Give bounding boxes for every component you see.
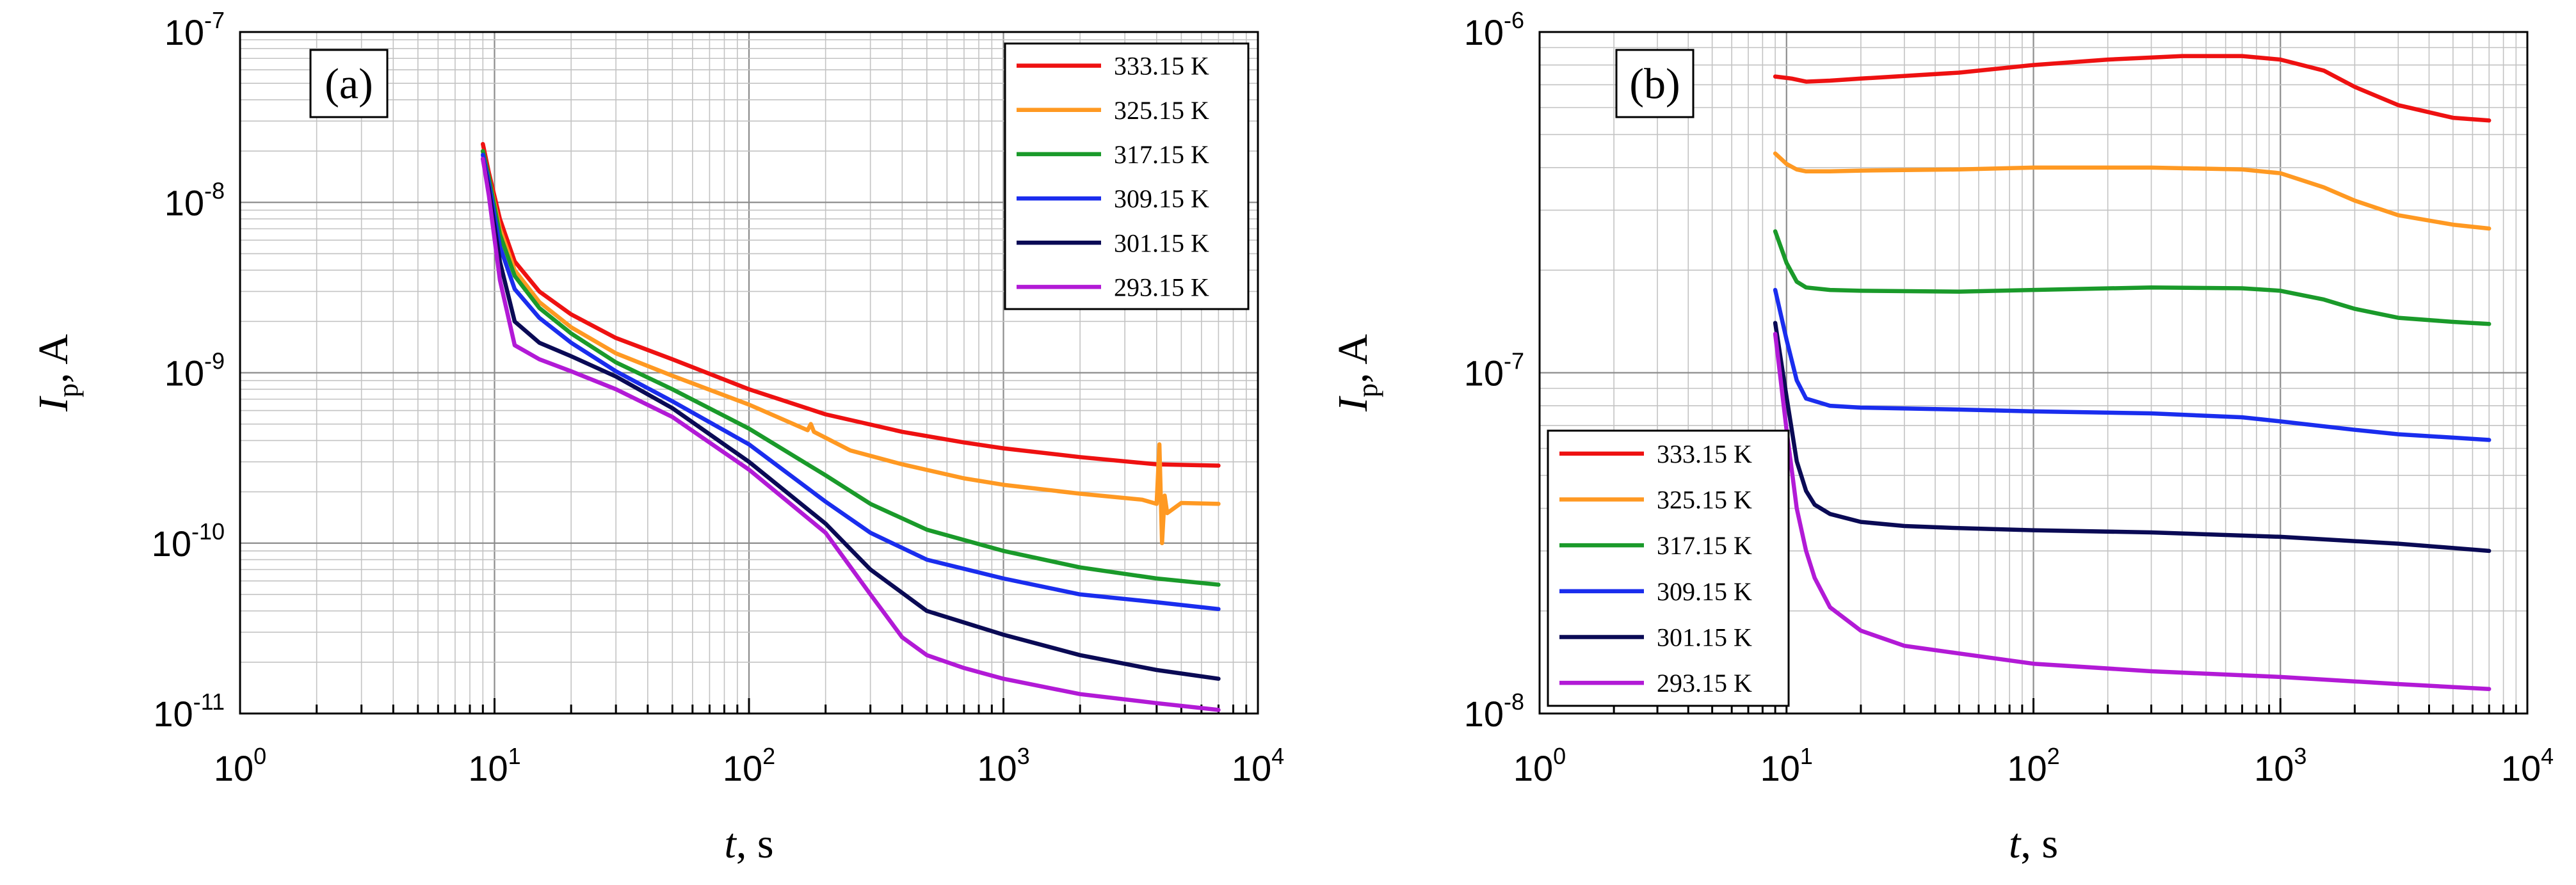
x-tick-label: 100 — [214, 743, 266, 788]
x-tick-label: 104 — [1232, 743, 1284, 788]
y-tick-label: 10-7 — [1464, 348, 1524, 394]
legend-label: 325.15 K — [1657, 486, 1752, 514]
series-line-301-15-k — [481, 157, 1221, 681]
panel-a-legend: 333.15 K 325.15 K 317.15 K 309.15 K 301.15 K… — [1004, 42, 1250, 310]
series-line-309-15-k — [1773, 287, 2491, 442]
panel-b-label: (b) — [1615, 49, 1695, 118]
panel-label-text: (a) — [325, 60, 373, 108]
legend-box — [1547, 429, 1790, 707]
panel-a-x-axis-title: t, s — [724, 820, 773, 867]
legend-label: 293.15 K — [1657, 669, 1752, 698]
panel-b-series — [1773, 54, 2491, 691]
panel-label-box — [309, 49, 389, 118]
x-tick-label: 103 — [977, 743, 1029, 788]
legend-label: 301.15 K — [1114, 228, 1209, 257]
x-tick-label: 103 — [2254, 743, 2306, 788]
x-tick-label: 101 — [1760, 743, 1813, 788]
series-line-333-15-k — [481, 141, 1221, 468]
panel-a-y-axis-title: Ip, A — [30, 334, 84, 412]
legend-label: 317.15 K — [1657, 531, 1752, 560]
x-tick-label: 104 — [2501, 743, 2554, 788]
legend-box — [1004, 42, 1250, 310]
panel-b: 100 101 102 103 104 10-8 10-7 10-6 t, s Ip, A (b) 3… — [1330, 7, 2554, 867]
panel-b-x-axis-title: t, s — [2009, 820, 2058, 867]
series-line-293-15-k — [481, 157, 1221, 712]
y-tick-label: 10-11 — [153, 689, 225, 734]
y-tick-label: 10-6 — [1464, 7, 1524, 52]
panel-b-y-axis-title: Ip, A — [1330, 334, 1383, 412]
panel-a-series — [481, 141, 1221, 712]
legend-label: 325.15 K — [1114, 96, 1209, 125]
series-line-301-15-k — [1773, 321, 2491, 554]
x-tick-label: 101 — [468, 743, 520, 788]
series-line-309-15-k — [481, 152, 1221, 612]
y-tick-label: 10-10 — [152, 518, 225, 564]
x-tick-label: 102 — [723, 743, 775, 788]
panel-a-label: (a) — [309, 49, 389, 118]
panel-a-tick-marks — [239, 698, 1248, 714]
series-line-317-15-k — [481, 148, 1221, 587]
y-tick-label: 10-8 — [1464, 689, 1524, 734]
y-tick-label: 10-9 — [165, 348, 225, 394]
series-line-293-15-k — [1773, 331, 2491, 691]
legend-label: 301.15 K — [1657, 623, 1752, 652]
x-tick-label: 102 — [2007, 743, 2059, 788]
legend-label: 317.15 K — [1114, 140, 1209, 169]
legend-label: 293.15 K — [1114, 273, 1209, 301]
panel-b-legend: 333.15 K 325.15 K 317.15 K 309.15 K 301.15 K… — [1547, 429, 1790, 707]
panel-label-box — [1615, 49, 1695, 118]
legend-label: 309.15 K — [1114, 184, 1209, 213]
series-line-325-15-k — [481, 148, 1221, 546]
series-line-317-15-k — [1773, 229, 2491, 326]
y-tick-label: 10-7 — [165, 7, 225, 52]
legend-label: 333.15 K — [1657, 440, 1752, 468]
y-tick-label: 10-8 — [165, 177, 225, 223]
series-line-325-15-k — [1773, 151, 2491, 231]
panel-a: 100 101 102 103 104 10-11 10-10 10-9 10-8 10-7 t, … — [30, 7, 1284, 867]
legend-label: 333.15 K — [1114, 52, 1209, 81]
x-tick-label: 100 — [1513, 743, 1566, 788]
panel-label-text: (b) — [1629, 60, 1680, 108]
legend-label: 309.15 K — [1657, 577, 1752, 606]
series-line-333-15-k — [1773, 54, 2491, 123]
